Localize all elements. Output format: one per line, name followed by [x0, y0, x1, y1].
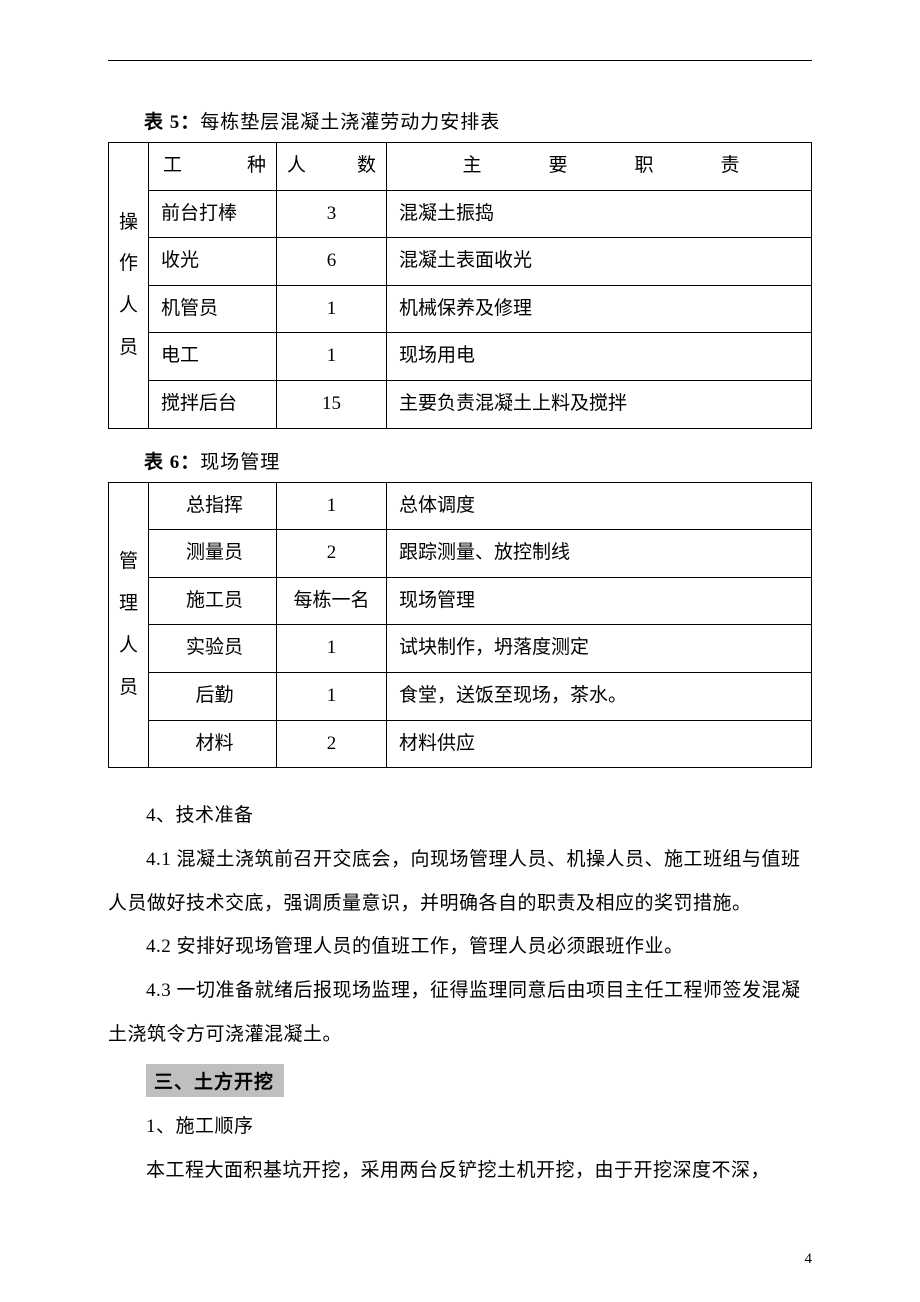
cell-role: 实验员: [149, 625, 277, 673]
paragraph: 4、技术准备: [108, 794, 812, 838]
table6-caption-text: 现场管理: [200, 452, 280, 473]
cell-count: 1: [277, 625, 387, 673]
cell-count: 6: [277, 238, 387, 286]
cell-duty: 试块制作，坍落度测定: [387, 625, 812, 673]
table5-rowhead-text: 操作人员: [119, 212, 138, 358]
table5-header-row: 操作人员 工种 人数 主 要 职 责: [109, 143, 812, 191]
table6-rowhead: 管理人员: [109, 482, 149, 768]
cell-role: 测量员: [149, 530, 277, 578]
cell-duty: 现场管理: [387, 577, 812, 625]
cell-role: 搅拌后台: [149, 380, 277, 428]
table-row: 后勤 1 食堂，送饭至现场，茶水。: [109, 672, 812, 720]
paragraph: 1、施工顺序: [108, 1105, 812, 1149]
hdr-duty-d: 责: [720, 153, 739, 180]
cell-role: 总指挥: [149, 482, 277, 530]
hdr-count-b: 数: [357, 153, 376, 180]
table-row: 机管员 1 机械保养及修理: [109, 285, 812, 333]
cell-count: 15: [277, 380, 387, 428]
hdr-duty-a: 主: [462, 153, 481, 180]
table-row: 前台打棒 3 混凝土振捣: [109, 190, 812, 238]
table5: 操作人员 工种 人数 主 要 职 责 前台打棒 3 混凝土振捣 收光: [108, 142, 812, 429]
paragraph: 4.2 安排好现场管理人员的值班工作，管理人员必须跟班作业。: [108, 925, 812, 969]
table-row: 搅拌后台 15 主要负责混凝土上料及搅拌: [109, 380, 812, 428]
top-rule: [108, 60, 812, 61]
hdr-role-b: 种: [247, 153, 266, 180]
paragraph: 4.1 混凝土浇筑前召开交底会，向现场管理人员、机操人员、施工班组与值班人员做好…: [108, 838, 812, 925]
body-text-block: 4、技术准备 4.1 混凝土浇筑前召开交底会，向现场管理人员、机操人员、施工班组…: [108, 794, 812, 1193]
cell-duty: 现场用电: [387, 333, 812, 381]
table5-hdr-count: 人数: [277, 143, 387, 191]
cell-role: 前台打棒: [149, 190, 277, 238]
section-title: 三、土方开挖: [146, 1064, 284, 1097]
table6-caption: 表 6：现场管理: [144, 447, 812, 474]
hdr-role-a: 工: [163, 153, 182, 180]
cell-count: 1: [277, 672, 387, 720]
cell-count: 1: [277, 333, 387, 381]
table5-hdr-role: 工种: [149, 143, 277, 191]
table5-caption: 表 5：每栋垫层混凝土浇灌劳动力安排表: [144, 107, 812, 134]
cell-role: 后勤: [149, 672, 277, 720]
cell-role: 施工员: [149, 577, 277, 625]
page: 表 5：每栋垫层混凝土浇灌劳动力安排表 操作人员 工种 人数 主 要 职 责 前…: [0, 0, 920, 1302]
table6-rowhead-text: 管理人员: [119, 551, 138, 697]
table-row: 实验员 1 试块制作，坍落度测定: [109, 625, 812, 673]
table5-caption-bold: 表 5：: [144, 112, 200, 133]
table-row: 材料 2 材料供应: [109, 720, 812, 768]
cell-duty: 材料供应: [387, 720, 812, 768]
cell-duty: 总体调度: [387, 482, 812, 530]
paragraph-text: 4.1 混凝土浇筑前召开交底会，向现场管理人员、机操人员、施工班组与值班人员做好…: [108, 849, 801, 914]
table-row: 施工员 每栋一名 现场管理: [109, 577, 812, 625]
cell-duty: 主要负责混凝土上料及搅拌: [387, 380, 812, 428]
cell-count: 2: [277, 530, 387, 578]
table6: 管理人员 总指挥 1 总体调度 测量员 2 跟踪测量、放控制线 施工员 每栋一名…: [108, 482, 812, 769]
table5-hdr-duty: 主 要 职 责: [387, 143, 812, 191]
table5-caption-text: 每栋垫层混凝土浇灌劳动力安排表: [200, 112, 500, 133]
cell-role: 电工: [149, 333, 277, 381]
hdr-duty-b: 要: [548, 153, 567, 180]
table6-caption-bold: 表 6：: [144, 452, 200, 473]
cell-count: 2: [277, 720, 387, 768]
cell-count: 1: [277, 482, 387, 530]
table5-rowhead: 操作人员: [109, 143, 149, 429]
cell-role: 机管员: [149, 285, 277, 333]
paragraph: 本工程大面积基坑开挖，采用两台反铲挖土机开挖，由于开挖深度不深，: [108, 1149, 812, 1193]
table-row: 收光 6 混凝土表面收光: [109, 238, 812, 286]
hdr-count-a: 人: [287, 153, 306, 180]
cell-duty: 食堂，送饭至现场，茶水。: [387, 672, 812, 720]
cell-count: 3: [277, 190, 387, 238]
cell-duty: 混凝土表面收光: [387, 238, 812, 286]
section-title-wrap: 三、土方开挖: [108, 1056, 812, 1105]
hdr-duty-c: 职: [634, 153, 653, 180]
table-row: 测量员 2 跟踪测量、放控制线: [109, 530, 812, 578]
cell-role: 材料: [149, 720, 277, 768]
cell-role: 收光: [149, 238, 277, 286]
cell-count: 1: [277, 285, 387, 333]
page-number: 4: [805, 1251, 813, 1268]
table-row: 电工 1 现场用电: [109, 333, 812, 381]
cell-duty: 混凝土振捣: [387, 190, 812, 238]
cell-duty: 跟踪测量、放控制线: [387, 530, 812, 578]
cell-count: 每栋一名: [277, 577, 387, 625]
paragraph: 4.3 一切准备就绪后报现场监理，征得监理同意后由项目主任工程师签发混凝土浇筑令…: [108, 969, 812, 1056]
cell-duty: 机械保养及修理: [387, 285, 812, 333]
table-row: 管理人员 总指挥 1 总体调度: [109, 482, 812, 530]
